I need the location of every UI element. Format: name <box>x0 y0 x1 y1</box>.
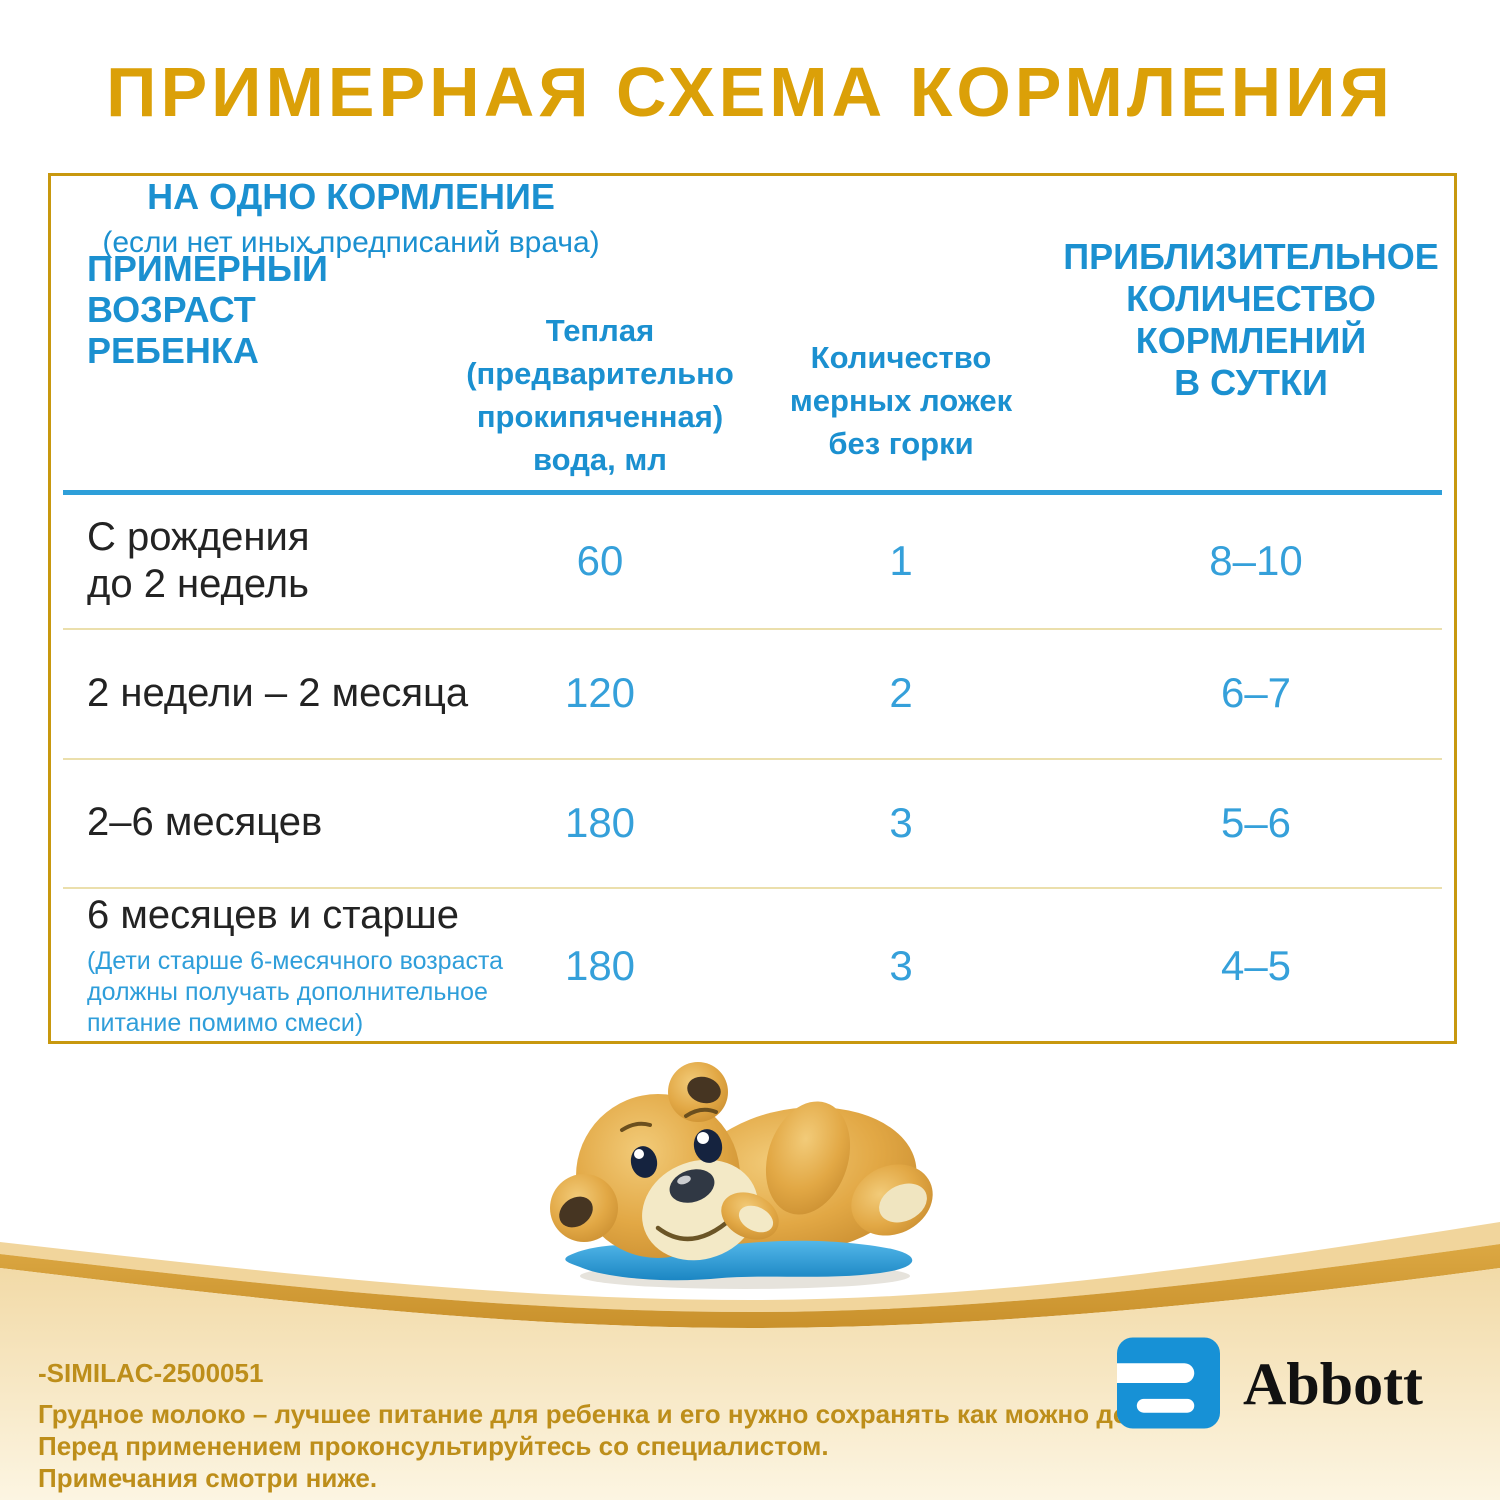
age-label: 2–6 месяцев <box>87 800 323 844</box>
row-separator <box>63 628 1442 630</box>
teddy-bear-illustration <box>550 1062 933 1289</box>
age-note: (Дети старше 6-месячного возраста должны… <box>87 947 504 1037</box>
feedings-value: 6–7 <box>1220 669 1292 716</box>
age-cell: 2 недели – 2 месяца <box>87 628 547 758</box>
table-row: 2–6 месяцев 180 3 5–6 <box>51 758 1454 887</box>
disclaimer-line: Примечания смотри ниже. <box>38 1463 378 1493</box>
group-header-title: НА ОДНО КОРМЛЕНИЕ <box>147 176 555 217</box>
header-separator-line <box>63 490 1442 495</box>
bear-smile <box>655 1215 735 1242</box>
age-cell: С рождения до 2 недель <box>87 494 547 628</box>
row-separator <box>63 758 1442 760</box>
group-header-subtitle: (если нет иных предписаний врача) <box>102 226 600 259</box>
footer-disclaimer: Грудное молоко – лучшее питание для ребе… <box>38 1398 1204 1494</box>
water-value: 180 <box>564 798 636 846</box>
spoons-value: 1 <box>889 537 913 584</box>
water-value: 120 <box>564 669 636 716</box>
disclaimer-line: Перед применением проконсультируйтесь со… <box>38 1431 829 1461</box>
water-value: 180 <box>564 941 636 989</box>
spoons-value: 3 <box>889 941 913 989</box>
group-header-per-feeding: НА ОДНО КОРМЛЕНИЕ (если нет иных предпис… <box>51 176 651 260</box>
feeding-table: ПРИМЕРНЫЙ ВОЗРАСТ РЕБЕНКА НА ОДНО КОРМЛЕ… <box>48 173 1457 1044</box>
age-cell: 6 месяцев и старше (Дети старше 6-месячн… <box>87 887 547 1044</box>
abbott-logo-icon <box>1117 1337 1220 1429</box>
table-row: 6 месяцев и старше (Дети старше 6-месячн… <box>51 887 1454 1044</box>
age-label: 6 месяцев и старше <box>87 893 459 937</box>
abbott-wordmark: Abbott <box>1243 1351 1424 1417</box>
age-cell: 2–6 месяцев <box>87 758 547 887</box>
feedings-value: 4–5 <box>1220 941 1292 989</box>
feedings-value: 8–10 <box>1209 537 1303 584</box>
page-title: ПРИМЕРНАЯ СХЕМА КОРМЛЕНИЯ <box>106 53 1394 131</box>
spoons-value: 2 <box>889 669 913 716</box>
bear-paw-pad <box>738 1205 774 1233</box>
col-header-spoons: Количество мерных ложек без горки <box>789 340 1013 461</box>
col-header-age: ПРИМЕРНЫЙ ВОЗРАСТ РЕБЕНКА <box>87 248 328 371</box>
age-label: 2 недели – 2 месяца <box>87 670 469 715</box>
footer-wave-decoration <box>0 1222 1500 1500</box>
col-header-feedings: ПРИБЛИЗИТЕЛЬНОЕ КОЛИЧЕСТВО КОРМЛЕНИЙ В С… <box>1063 236 1439 403</box>
row-separator <box>63 887 1442 889</box>
water-value: 60 <box>576 537 624 584</box>
feedings-value: 5–6 <box>1220 798 1292 846</box>
bear-foot-pad <box>879 1183 927 1223</box>
spoons-value: 3 <box>889 798 913 846</box>
disclaimer-line: Грудное молоко – лучшее питание для ребе… <box>38 1399 1204 1429</box>
table-row: С рождения до 2 недель 60 1 8–10 <box>51 494 1454 628</box>
col-header-water: Теплая (предварительно прокипяченная) во… <box>466 313 734 477</box>
table-row: 2 недели – 2 месяца 120 2 6–7 <box>51 628 1454 758</box>
product-code: -SIMILAC-2500051 <box>38 1358 264 1388</box>
age-label: С рождения до 2 недель <box>87 515 310 606</box>
